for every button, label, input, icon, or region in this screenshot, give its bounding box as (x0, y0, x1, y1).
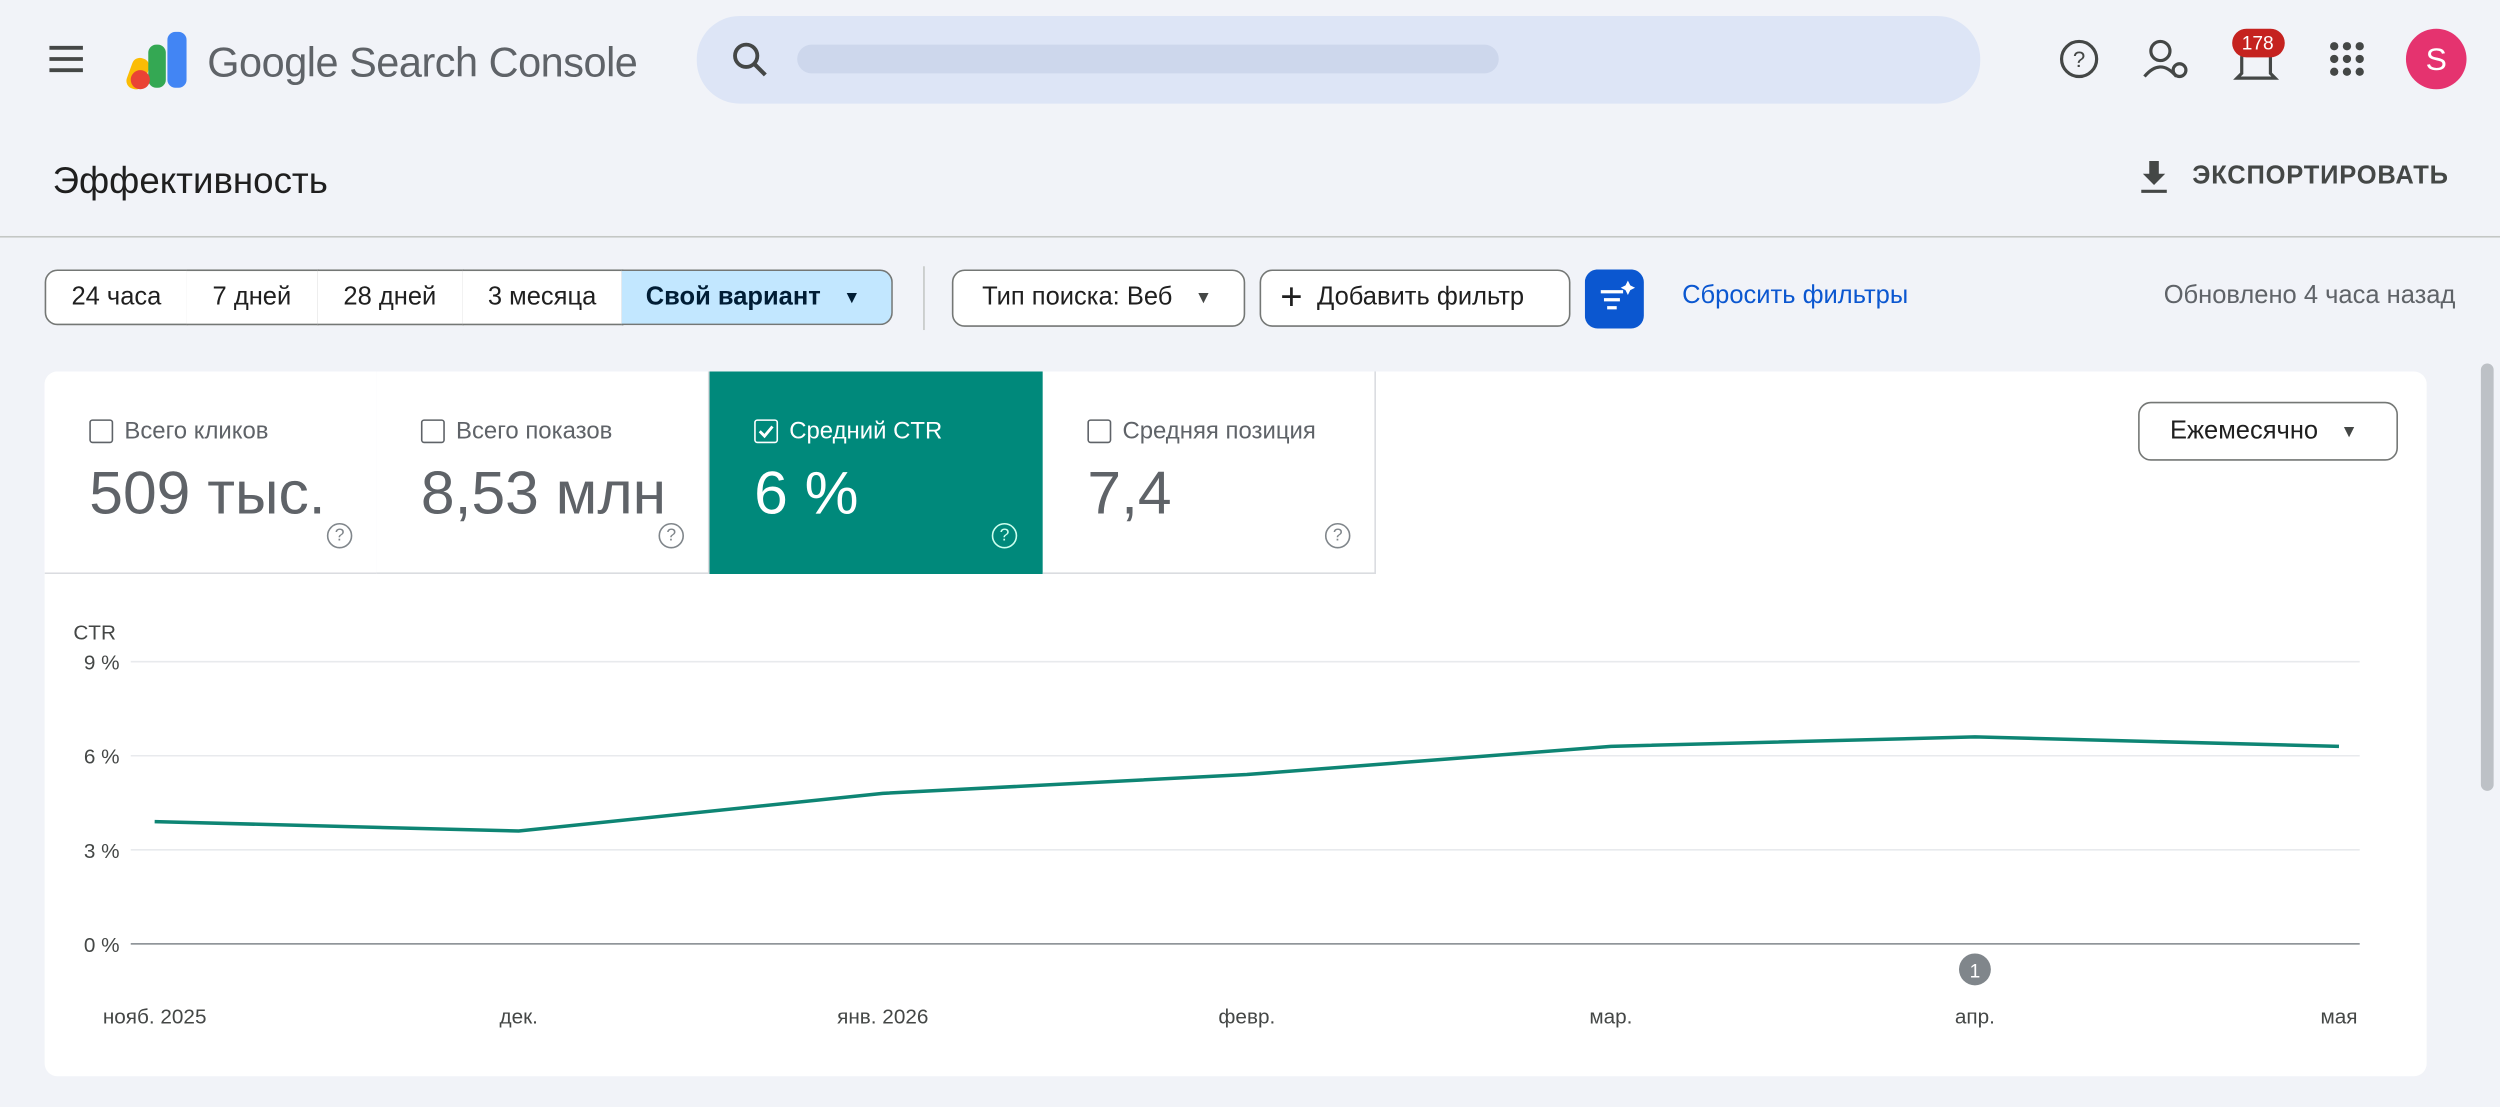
product-name[interactable]: Google Search Console (207, 38, 638, 87)
x-tick-label: мар. (1589, 1006, 1632, 1029)
y-tick-label: 0 % (84, 934, 120, 957)
granularity-dropdown[interactable]: Ежемесячно ▼ (2138, 401, 2398, 461)
metric-tile-selected[interactable]: Средний CTR 6 %? (709, 371, 1043, 574)
divider (923, 266, 925, 331)
ctr-line (154, 735, 2340, 833)
metric-tile[interactable]: Средняя позиция 7,4? (1042, 371, 1376, 574)
search-type-button[interactable]: Тип поиска: Веб ▼ (951, 269, 1246, 327)
search-type: Тип поиска: Веб (982, 283, 1173, 311)
reset-filters-link[interactable]: Сбросить фильтры (1682, 282, 1909, 310)
range-button[interactable]: 7 дней (186, 269, 319, 326)
help-icon[interactable]: ? (658, 522, 684, 549)
add-filter-button[interactable]: + Добавить фильтр (1259, 269, 1571, 327)
header-icons: ? 178 S (49, 15, 2467, 104)
checkbox[interactable] (1087, 419, 1112, 444)
divider (0, 235, 2500, 238)
range-button-selected[interactable]: Свой вариант ▼ (621, 269, 893, 326)
x-tick-label: дек. (499, 1006, 537, 1029)
metric-value: 8,53 млн (420, 460, 667, 528)
add-filter: Добавить фильтр (1316, 283, 1525, 311)
notification-badge[interactable]: 178 (2242, 33, 2274, 54)
avatar[interactable]: S (2426, 41, 2447, 77)
range-button[interactable]: 3 месяца (462, 269, 624, 326)
metric-label: Средняя позиция (1122, 417, 1316, 445)
y-axis-label: CTR (73, 621, 116, 644)
svg-text:?: ? (2073, 47, 2085, 72)
metric-label: Всего показов (455, 417, 613, 445)
scrollbar[interactable] (2476, 358, 2499, 1101)
checkbox[interactable] (420, 419, 445, 444)
annotation-label[interactable]: 1 (1970, 961, 1981, 982)
range-button[interactable]: 24 часа (44, 269, 189, 326)
export-button[interactable]: ЭКСПОРТИРОВАТЬ (2192, 162, 2449, 190)
y-tick-label: 6 % (84, 746, 120, 769)
range-button[interactable]: 28 дней (317, 269, 464, 326)
metric-label: Средний CTR (789, 417, 943, 445)
annotation-marker (1958, 953, 1991, 986)
help-icon[interactable]: ? (991, 522, 1018, 549)
range-label: Свой вариант (645, 283, 821, 311)
help-icon[interactable]: ? (1324, 522, 1351, 549)
updated-note: Обновлено 4 часа назад (2163, 282, 2456, 310)
x-tick-label: апр. (1955, 1006, 1995, 1029)
checkbox[interactable] (89, 419, 114, 444)
metric-tile[interactable]: Всего кликов 509 тыс.? (44, 371, 378, 574)
page-title: Эффективность (52, 159, 328, 201)
metric-value: 6 % (754, 460, 859, 528)
help-icon[interactable]: ? (326, 522, 353, 549)
scrollbar-thumb[interactable] (2480, 363, 2494, 791)
metric-label: Всего кликов (124, 417, 269, 445)
checkbox-checked[interactable] (754, 419, 779, 444)
y-tick-label: 3 % (84, 840, 120, 863)
metric-value: 509 тыс. (89, 460, 326, 528)
x-tick-label: янв. 2026 (837, 1006, 928, 1029)
x-tick-label: нояб. 2025 (103, 1006, 207, 1029)
download-icon (2141, 161, 2167, 193)
metric-value: 7,4 (1087, 460, 1172, 528)
granularity: Ежемесячно (2169, 416, 2319, 445)
filter-icon-button[interactable] (1584, 269, 1646, 329)
x-tick-label: февр. (1218, 1006, 1275, 1029)
metric-tile[interactable]: Всего показов 8,53 млн? (376, 371, 710, 574)
x-tick-label: мая (2320, 1006, 2357, 1029)
y-tick-label: 9 % (84, 652, 120, 675)
